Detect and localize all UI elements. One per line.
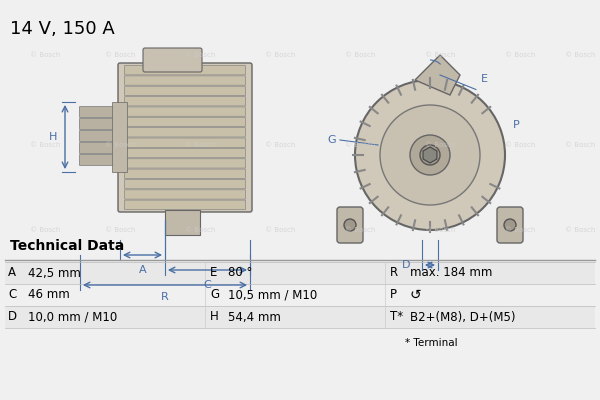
Bar: [5, 262, 595, 284]
Bar: [5, 306, 595, 328]
FancyBboxPatch shape: [125, 107, 245, 116]
Text: © Bosch: © Bosch: [345, 227, 375, 233]
FancyBboxPatch shape: [497, 207, 523, 243]
Text: © Bosch: © Bosch: [425, 142, 455, 148]
Bar: [112, 102, 127, 172]
FancyBboxPatch shape: [125, 96, 245, 106]
Text: © Bosch: © Bosch: [185, 227, 215, 233]
Text: © Bosch: © Bosch: [565, 142, 595, 148]
Circle shape: [355, 80, 505, 230]
FancyBboxPatch shape: [143, 48, 202, 72]
Circle shape: [420, 145, 440, 165]
FancyBboxPatch shape: [337, 207, 363, 243]
Text: © Bosch: © Bosch: [425, 227, 455, 233]
Text: 46 mm: 46 mm: [28, 288, 70, 302]
Text: © Bosch: © Bosch: [425, 52, 455, 58]
Text: ↺: ↺: [410, 288, 422, 302]
Circle shape: [380, 105, 480, 205]
Text: H: H: [210, 310, 219, 324]
Text: A: A: [8, 266, 16, 280]
FancyBboxPatch shape: [125, 200, 245, 210]
Text: R: R: [161, 292, 169, 302]
Text: B2+(M8), D+(M5): B2+(M8), D+(M5): [410, 310, 515, 324]
Text: © Bosch: © Bosch: [30, 227, 60, 233]
FancyBboxPatch shape: [79, 118, 121, 130]
Text: G: G: [327, 135, 335, 145]
Text: E: E: [481, 74, 488, 84]
Polygon shape: [423, 147, 437, 163]
Text: C: C: [8, 288, 16, 302]
Text: © Bosch: © Bosch: [345, 52, 375, 58]
FancyBboxPatch shape: [125, 180, 245, 189]
Text: D: D: [401, 260, 410, 270]
Text: R: R: [390, 266, 398, 280]
Text: © Bosch: © Bosch: [105, 227, 135, 233]
Text: 42,5 mm: 42,5 mm: [28, 266, 81, 280]
Text: 10,5 mm / M10: 10,5 mm / M10: [228, 288, 317, 302]
Text: © Bosch: © Bosch: [185, 52, 215, 58]
Text: © Bosch: © Bosch: [505, 227, 535, 233]
Text: © Bosch: © Bosch: [105, 142, 135, 148]
Text: T*: T*: [390, 310, 403, 324]
Circle shape: [504, 219, 516, 231]
Text: © Bosch: © Bosch: [265, 227, 295, 233]
FancyBboxPatch shape: [79, 154, 121, 166]
Text: © Bosch: © Bosch: [565, 227, 595, 233]
Text: © Bosch: © Bosch: [265, 52, 295, 58]
Text: © Bosch: © Bosch: [505, 52, 535, 58]
Text: C: C: [203, 280, 211, 290]
Text: G: G: [210, 288, 219, 302]
FancyBboxPatch shape: [125, 128, 245, 137]
Text: © Bosch: © Bosch: [265, 142, 295, 148]
Text: © Bosch: © Bosch: [505, 142, 535, 148]
FancyBboxPatch shape: [118, 63, 252, 212]
Bar: [165, 210, 200, 235]
FancyBboxPatch shape: [125, 86, 245, 96]
Circle shape: [410, 135, 450, 175]
FancyBboxPatch shape: [79, 142, 121, 154]
FancyBboxPatch shape: [125, 190, 245, 199]
Text: 80 °: 80 °: [228, 266, 253, 280]
Circle shape: [344, 219, 356, 231]
Text: 10,0 mm / M10: 10,0 mm / M10: [28, 310, 117, 324]
FancyBboxPatch shape: [125, 148, 245, 158]
Bar: [5, 284, 595, 306]
FancyBboxPatch shape: [125, 138, 245, 147]
FancyBboxPatch shape: [125, 169, 245, 178]
Text: © Bosch: © Bosch: [30, 52, 60, 58]
FancyBboxPatch shape: [125, 66, 245, 75]
Text: max. 184 mm: max. 184 mm: [410, 266, 493, 280]
Text: © Bosch: © Bosch: [105, 52, 135, 58]
Text: 14 V, 150 A: 14 V, 150 A: [10, 20, 115, 38]
Text: © Bosch: © Bosch: [30, 142, 60, 148]
Text: © Bosch: © Bosch: [185, 142, 215, 148]
Text: 54,4 mm: 54,4 mm: [228, 310, 281, 324]
FancyBboxPatch shape: [125, 117, 245, 127]
FancyBboxPatch shape: [125, 159, 245, 168]
Text: P: P: [390, 288, 397, 302]
Text: D: D: [8, 310, 17, 324]
FancyBboxPatch shape: [79, 130, 121, 142]
Text: © Bosch: © Bosch: [345, 142, 375, 148]
Text: Technical Data: Technical Data: [10, 239, 124, 253]
Text: E: E: [210, 266, 217, 280]
Polygon shape: [415, 55, 460, 95]
FancyBboxPatch shape: [125, 76, 245, 85]
Text: * Terminal: * Terminal: [405, 338, 458, 348]
Text: A: A: [139, 265, 146, 275]
Text: H: H: [49, 132, 57, 142]
Text: P: P: [513, 120, 520, 130]
FancyBboxPatch shape: [79, 106, 121, 118]
Text: © Bosch: © Bosch: [565, 52, 595, 58]
